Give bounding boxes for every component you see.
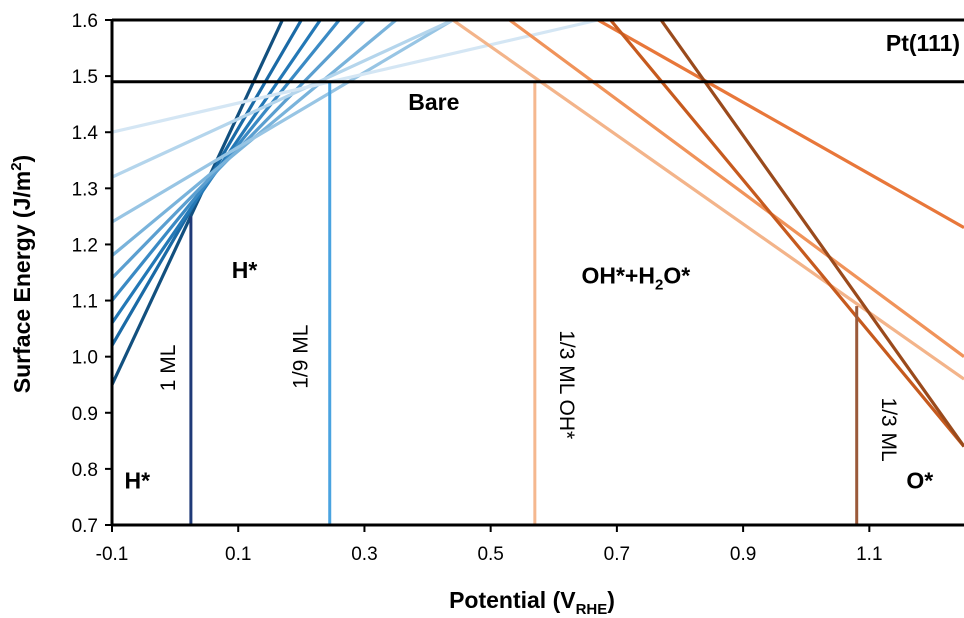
x-tick-label: 0.9 [730,544,756,565]
x-tick-label: 1.1 [856,544,882,565]
series-line-12 [597,18,964,230]
y-axis-title: Surface Energy (J/m2) [8,155,35,393]
region-label-4: OH*+H2O* [581,263,690,294]
series-line-11 [508,18,964,358]
region-label-2: Bare [408,89,459,115]
series-line-10 [451,18,964,381]
y-tick-label: 1.4 [72,123,99,144]
boundary-label-2: 1/9 ML [290,325,313,389]
x-tick-label: 0.3 [351,544,377,565]
y-tick-label: 1.3 [72,179,98,200]
y-tick-label: 1.6 [72,11,98,32]
series-line-1 [110,19,284,386]
boundary-label-1: 1 ML [157,345,180,392]
x-tick-label: 0.1 [225,544,251,565]
boundary-label-3: 1/3 ML OH* [555,330,578,439]
series-lines [110,18,964,448]
y-tick-label: 0.7 [72,516,98,537]
series-line-9 [111,18,599,134]
series-line-14 [659,19,964,448]
y-tick-label: 1.2 [72,235,98,256]
x-axis-title: Potential (VRHE) [449,587,615,618]
plot-frame [110,18,964,527]
y-tick-label: 1.5 [72,67,98,88]
y-tick-label: 0.9 [72,404,98,425]
y-tick-label: 0.8 [72,460,98,481]
region-label-3: H* [232,257,258,283]
region-labels: Pt(111) Bare H* OH*+H2O* H* O* [124,30,960,494]
x-tick-label: 0.7 [604,544,630,565]
boundary-label-4: 1/3 ML [877,398,900,462]
region-label-1: Pt(111) [886,30,960,56]
y-tick-label: 1.0 [72,348,98,369]
region-label-6: O* [906,468,933,494]
y-tick-label: 1.1 [72,292,98,313]
x-tick-label: 0.5 [477,544,503,565]
tick-labels: -0.1 0.1 0.3 0.5 0.7 0.9 1.1 0.7 0.8 0.9 1.0 1.1 1.2… [72,11,883,565]
series-line-13 [609,18,964,448]
region-label-5: H* [124,468,150,494]
phase-boundaries: 1 ML 1/9 ML 1/3 ML OH* 1/3 ML [157,81,900,525]
x-tick-label: -0.1 [96,544,129,565]
series-line-8 [111,18,454,179]
series-line-7 [111,18,454,224]
